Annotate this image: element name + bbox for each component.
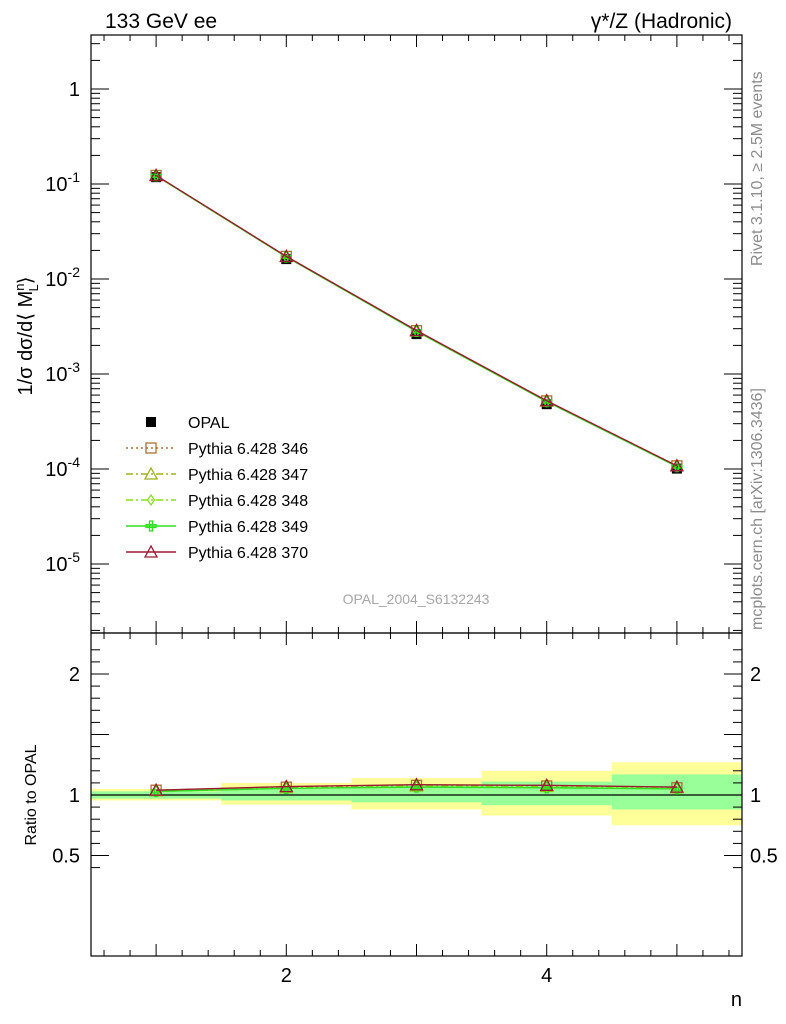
marker-square	[145, 442, 157, 454]
legend-marker-opal	[146, 417, 156, 427]
marker-triangle	[149, 782, 164, 796]
y-tick-label: 10-5	[45, 549, 80, 576]
x-tick-label: 4	[541, 965, 552, 987]
marker-triangle	[409, 323, 424, 337]
marker-triangle	[143, 544, 159, 558]
y-axis-label: 1/σ dσ/d⟨ MnL⟩	[12, 276, 41, 395]
legend-label: Pythia 6.428 349	[188, 519, 308, 536]
series-line	[155, 175, 678, 467]
ratio-y-tick-label: 1	[69, 785, 80, 807]
data-point	[281, 254, 292, 265]
y-tick-label: 10-1	[45, 169, 80, 196]
legend-label-opal: OPAL	[188, 415, 230, 432]
y-tick-label: 1	[69, 79, 80, 101]
marker-triangle	[143, 466, 159, 480]
series-4	[149, 168, 684, 796]
y-tick-label: 10-4	[45, 454, 80, 481]
side-label-top: Rivet 3.1.10, ≥ 2.5M events	[749, 71, 766, 266]
legend-label: Pythia 6.428 346	[188, 441, 308, 458]
series-ratio-line	[156, 786, 677, 793]
x-axis-label: n	[731, 989, 742, 1011]
title-right: γ*/Z (Hadronic)	[591, 10, 732, 33]
legend-label: Pythia 6.428 370	[188, 545, 308, 562]
axis-ticks	[91, 35, 742, 956]
series-line	[155, 174, 678, 467]
ratio-y-axis-label: Ratio to OPAL	[23, 744, 40, 845]
series-line	[155, 174, 678, 467]
ratio-y-tick-label-right: 1	[750, 785, 761, 807]
ratio-band-inner	[351, 785, 482, 803]
x-tick-label: 2	[281, 965, 292, 987]
legend-label: Pythia 6.428 347	[188, 467, 308, 484]
marker-triangle	[409, 777, 424, 791]
title-left: 133 GeV ee	[105, 10, 217, 33]
ratio-y-tick-label-right: 0.5	[750, 846, 778, 868]
marker-triangle	[149, 168, 164, 182]
marker-triangle	[539, 777, 554, 791]
marker-diamond	[146, 493, 156, 507]
marker-triangle	[279, 779, 294, 793]
data-point	[411, 329, 422, 340]
analysis-id: OPAL_2004_S6132243	[343, 591, 490, 607]
side-label-bottom: mcplots.cern.ch [arXiv:1306.3436]	[749, 388, 766, 630]
legend: OPAL Pythia 6.428 346 Pythia 6.428 347 Pyth…	[126, 415, 308, 562]
data-series	[149, 168, 684, 798]
y-tick-label: 10-3	[45, 359, 80, 386]
data-point	[541, 399, 552, 410]
marker-triangle	[539, 393, 554, 407]
marker-triangle	[669, 779, 684, 793]
ratio-y-tick-label-right: 2	[750, 664, 761, 686]
legend-label: Pythia 6.428 348	[188, 493, 308, 510]
series-line	[155, 175, 678, 468]
axis-tick-labels: 2 4 1 10-1 10-2 10-3 10-4 10-5 0.5 0.5 1 1 2 2	[45, 79, 778, 987]
marker-cross	[145, 520, 157, 532]
ratio-y-tick-label: 2	[69, 664, 80, 686]
ratio-uncertainty-bands	[91, 762, 742, 826]
series-line	[155, 174, 678, 467]
series-ratio-line	[156, 784, 677, 791]
marker-triangle	[279, 249, 294, 263]
y-tick-label: 10-2	[45, 264, 80, 291]
marker-triangle	[669, 458, 684, 472]
ratio-y-tick-label: 0.5	[52, 846, 80, 868]
